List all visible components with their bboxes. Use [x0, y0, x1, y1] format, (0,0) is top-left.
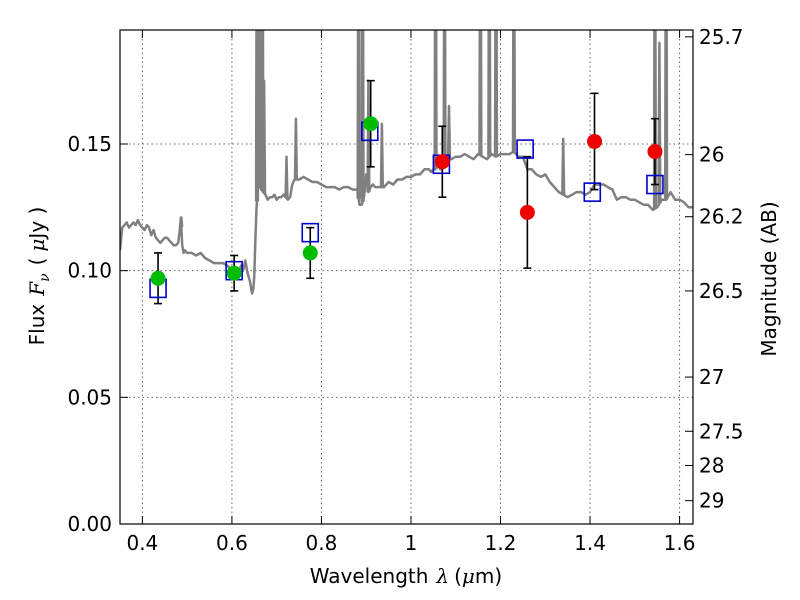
emission-line [260, 30, 265, 191]
model-point [516, 139, 534, 159]
emission-line [356, 30, 361, 199]
y2-tick-label: 26 [699, 143, 724, 167]
y-tick-label: 0.15 [67, 132, 112, 156]
y2-axis-title: Magnitude (AB) [757, 201, 781, 356]
y-tick-label: 0.00 [67, 512, 112, 536]
x-axis: 0.4 0.6 0.8 1 1.2 1.4 1.6 [126, 30, 695, 555]
nir-point [587, 133, 603, 149]
y2-tick-label: 26.5 [699, 279, 744, 303]
emission-line [657, 41, 662, 204]
optical-point [302, 245, 318, 261]
x-tick-label: 1.4 [574, 531, 606, 555]
emission-line [179, 216, 184, 227]
template-spectrum [120, 30, 693, 295]
emission-line [262, 79, 267, 194]
optical-point [226, 265, 242, 281]
emission-line [511, 30, 517, 152]
x-tick-label: 1.2 [485, 531, 517, 555]
emission-line [256, 30, 261, 188]
emission-line [433, 30, 438, 170]
y2-tick-label: 26.2 [699, 205, 744, 229]
grid [120, 30, 693, 525]
emission-line [284, 155, 289, 199]
x-tick-label: 0.8 [306, 531, 338, 555]
emission-line [663, 30, 669, 200]
x-tick-label: 1 [405, 531, 418, 555]
emission-line [293, 117, 299, 180]
y-axis-left: 0.00 0.05 0.10 0.15 [67, 132, 128, 536]
nir-point [434, 154, 450, 170]
observed-photometry [150, 116, 663, 286]
emission-line [360, 30, 365, 202]
y-axis-title: FluxFν(μJy ) [25, 207, 53, 346]
model-point [646, 174, 664, 195]
model-point [301, 222, 320, 243]
emission-line [487, 30, 492, 157]
emission-line [442, 30, 447, 167]
x-tick-label: 1.6 [664, 531, 696, 555]
template-spectrum-line [120, 150, 693, 295]
emission-line [379, 122, 385, 188]
model-point [583, 182, 602, 202]
x-tick-label: 0.6 [216, 531, 248, 555]
emission-line [652, 30, 658, 209]
optical-point [150, 270, 166, 286]
nir-point [647, 144, 663, 160]
y-tick-label: 0.05 [67, 385, 112, 409]
emission-line [446, 104, 452, 160]
x-tick-label: 0.4 [126, 531, 158, 555]
y-axis-right: 25.7 26 26.2 26.5 27 27.5 28 29 [685, 25, 744, 513]
y2-tick-label: 29 [699, 489, 724, 513]
y-tick-label: 0.10 [67, 259, 112, 283]
emission-line [478, 30, 483, 156]
emission-line [493, 30, 499, 157]
y2-tick-label: 27 [699, 365, 724, 389]
y2-tick-label: 28 [699, 453, 724, 477]
optical-point [363, 116, 379, 132]
emission-line [561, 137, 566, 195]
y2-tick-label: 27.5 [699, 419, 744, 443]
x-axis-title: Wavelength λ (μm) [310, 564, 502, 588]
nir-point [519, 204, 535, 220]
y2-tick-label: 25.7 [699, 25, 744, 49]
emission-line [366, 79, 371, 193]
plot-frame [119, 29, 694, 525]
